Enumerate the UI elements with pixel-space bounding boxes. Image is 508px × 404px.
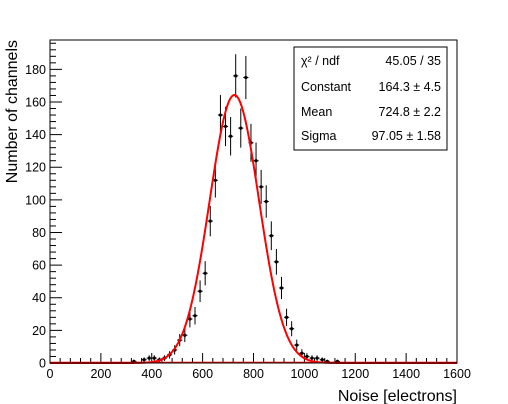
data-point [258, 169, 264, 204]
data-marker [254, 159, 258, 163]
plot-frame [49, 39, 458, 364]
data-point [253, 142, 259, 179]
axes: 0 200 400 600 800 1000 1200 1400 1600 0 20 40 60 80 10… [25, 42, 471, 381]
data-marker [279, 286, 284, 290]
data-point [182, 328, 188, 342]
data-point [314, 355, 320, 361]
y-tick-label: 120 [25, 161, 46, 175]
data-marker [239, 126, 243, 130]
data-marker [193, 314, 197, 318]
data-marker [305, 354, 309, 359]
x-tick-label: 200 [90, 367, 111, 381]
data-marker [183, 333, 187, 337]
data-marker [147, 356, 151, 360]
x-tick-label: 400 [141, 367, 162, 381]
data-marker [229, 134, 233, 138]
data-point [238, 108, 244, 148]
y-tick-label: 40 [32, 291, 46, 305]
x-tick-label: 1000 [290, 367, 318, 381]
stats-label-chi2ndf: χ² / ndf [301, 54, 340, 68]
data-point [309, 355, 315, 361]
data-marker [244, 75, 248, 80]
stats-value-sigma: 97.05 ± 1.58 [372, 129, 441, 143]
x-tick-label: 1200 [341, 367, 369, 381]
y-tick-label: 180 [25, 63, 46, 77]
y-tick-label: 80 [32, 226, 46, 240]
data-point [151, 355, 157, 361]
data-marker [284, 315, 289, 319]
data-point [197, 280, 203, 303]
x-tick-label: 0 [47, 367, 54, 381]
data-point [207, 205, 213, 237]
x-tick-label: 800 [243, 367, 264, 381]
data-points [131, 54, 340, 363]
stats-value-chi2ndf: 45.05 / 35 [385, 54, 441, 68]
data-marker [208, 219, 212, 223]
data-marker [259, 185, 263, 189]
y-axis-title: Number of channels [4, 40, 21, 183]
data-point [228, 117, 234, 156]
y-tick-label: 160 [25, 95, 46, 109]
data-marker [188, 317, 192, 321]
data-point [273, 249, 279, 275]
data-point [268, 221, 274, 251]
data-point [289, 321, 295, 337]
data-marker [203, 271, 207, 275]
stats-label-mean: Mean [301, 105, 332, 119]
data-marker [320, 358, 324, 362]
data-point [243, 55, 249, 100]
data-point [284, 308, 290, 326]
stats-label-constant: Constant [301, 80, 352, 94]
data-marker [264, 199, 268, 204]
data-marker [269, 234, 273, 238]
data-point [319, 357, 325, 363]
data-marker [198, 289, 202, 293]
data-point [233, 54, 239, 98]
x-tick-label: 1400 [392, 367, 420, 381]
x-axis-title: Noise [electrons] [338, 388, 457, 404]
data-point [278, 276, 285, 300]
data-point [294, 339, 300, 351]
x-tick-label: 1600 [443, 367, 471, 381]
data-point [217, 94, 223, 136]
data-point [202, 261, 208, 286]
data-marker [213, 178, 217, 182]
data-point [192, 306, 198, 325]
stats-box: χ² / ndf 45.05 / 35 Constant 164.3 ± 4.5… [293, 46, 448, 151]
y-tick-label: 100 [25, 193, 46, 207]
y-tick-label: 0 [39, 357, 46, 371]
data-marker [152, 356, 156, 360]
y-tick-label: 20 [32, 324, 46, 338]
data-marker [310, 356, 314, 360]
data-point [141, 357, 147, 363]
y-tick-label: 140 [25, 128, 46, 142]
data-marker [223, 124, 228, 129]
data-point [146, 355, 152, 361]
data-marker [218, 113, 223, 117]
stats-value-constant: 164.3 ± 4.5 [379, 80, 442, 94]
data-marker [315, 356, 319, 360]
data-marker [274, 260, 278, 264]
stats-value-mean: 724.8 ± 2.2 [379, 105, 442, 119]
data-marker [290, 327, 294, 331]
stats-box-border [293, 46, 448, 151]
stats-label-sigma: Sigma [301, 129, 336, 143]
data-marker [300, 351, 304, 355]
data-marker [295, 343, 299, 347]
data-marker [234, 74, 238, 78]
data-marker [142, 358, 146, 362]
x-tick-label: 600 [192, 367, 213, 381]
data-point [263, 185, 269, 218]
y-tick-label: 60 [32, 259, 46, 273]
